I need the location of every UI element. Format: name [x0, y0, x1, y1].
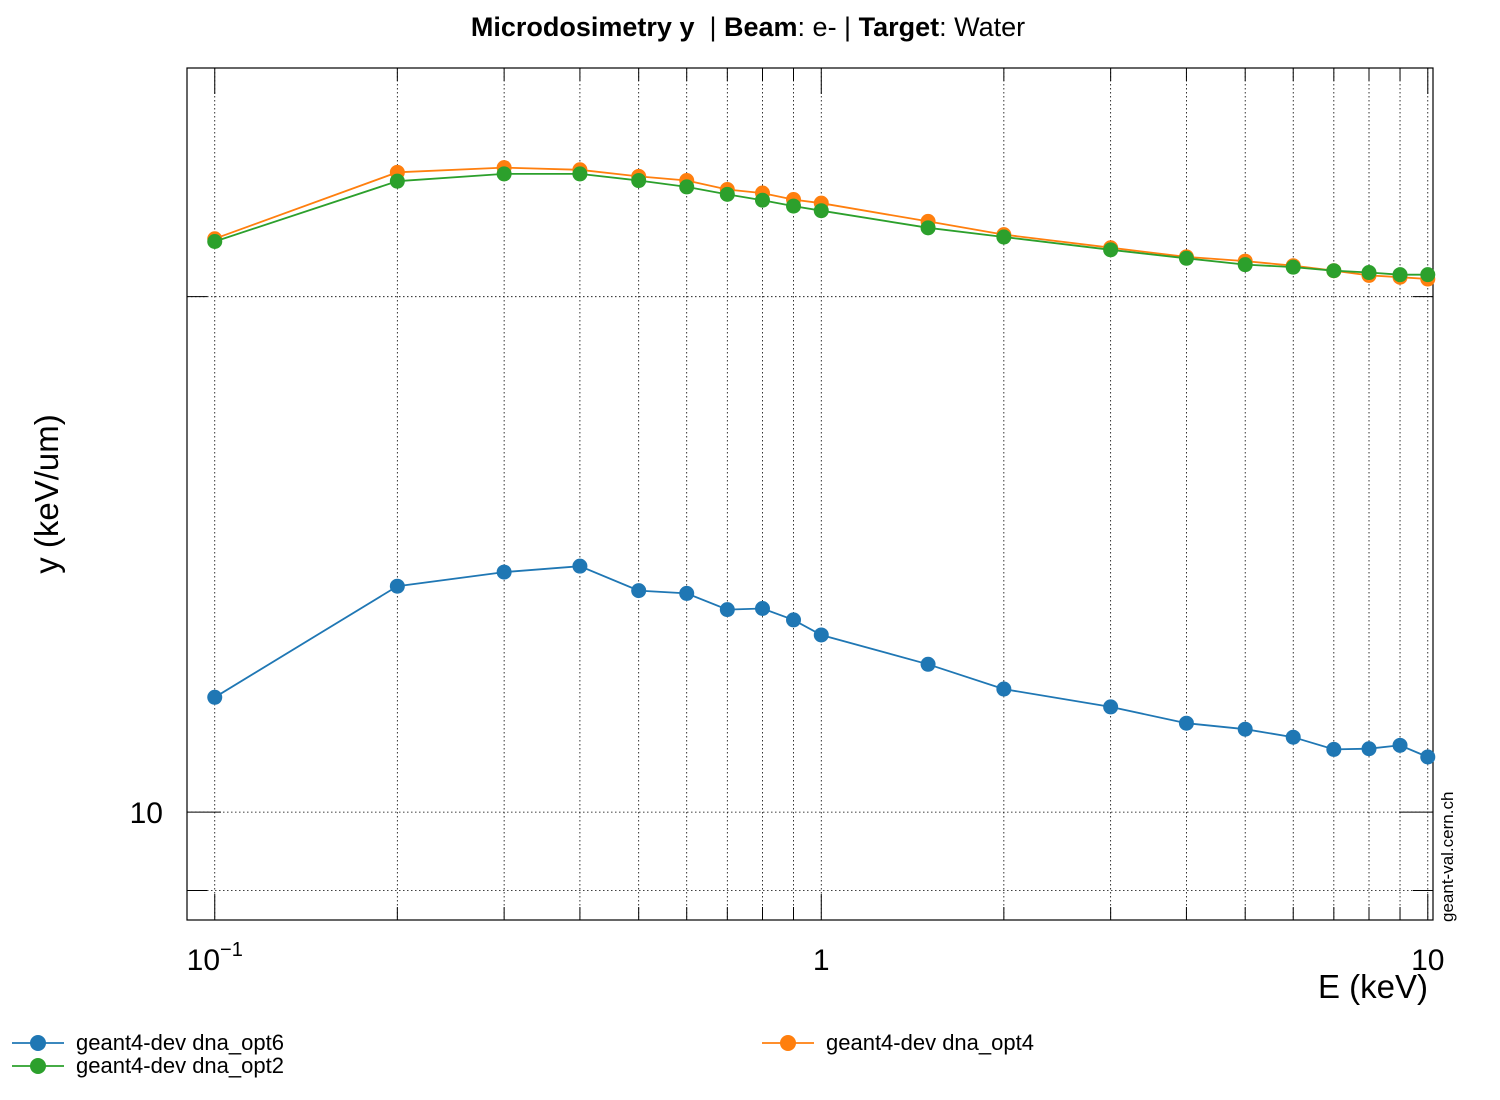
- data-point: [1178, 715, 1194, 731]
- data-point: [996, 681, 1012, 697]
- title-part-3: : e- |: [798, 12, 859, 42]
- data-point: [389, 578, 405, 594]
- series-geant4-dev-dna-opt2: [207, 166, 1436, 283]
- data-point: [1103, 242, 1119, 258]
- data-point: [786, 612, 802, 628]
- legend-item: geant4-dev dna_opt6: [12, 1030, 284, 1055]
- data-point: [1326, 741, 1342, 757]
- data-point: [1392, 737, 1408, 753]
- data-point: [207, 689, 223, 705]
- x-tick-label-base: 10: [187, 944, 220, 977]
- data-point: [572, 558, 588, 574]
- data-point: [389, 173, 405, 189]
- data-point: [631, 173, 647, 189]
- title-part-4: Target: [859, 12, 940, 42]
- data-point: [1237, 721, 1253, 737]
- data-point: [679, 585, 695, 601]
- data-point: [1420, 749, 1436, 765]
- data-point: [786, 198, 802, 214]
- x-axis-title: E (keV): [1318, 968, 1428, 1005]
- data-point: [496, 564, 512, 580]
- legend-item: geant4-dev dna_opt2: [12, 1053, 284, 1078]
- series-geant4-dev-dna-opt6: [207, 558, 1436, 765]
- title-part-0: Microdosimetry y: [471, 12, 702, 42]
- data-point: [631, 583, 647, 599]
- data-point: [207, 234, 223, 250]
- legend-marker: [780, 1035, 796, 1051]
- x-tick-label-base: 1: [813, 944, 830, 977]
- legend-marker: [30, 1035, 46, 1051]
- data-point: [1326, 263, 1342, 279]
- data-point: [996, 229, 1012, 245]
- y-axis-title: y (keV/um): [28, 414, 65, 574]
- legend-item: geant4-dev dna_opt4: [762, 1030, 1034, 1055]
- data-point: [1237, 257, 1253, 273]
- data-point: [1178, 250, 1194, 266]
- legend-label: geant4-dev dna_opt2: [76, 1053, 284, 1078]
- data-point: [679, 179, 695, 195]
- legend-label: geant4-dev dna_opt4: [826, 1030, 1034, 1055]
- series-layer: [207, 160, 1436, 765]
- axis-ticks: [187, 68, 1433, 920]
- data-point: [1361, 265, 1377, 281]
- data-point: [754, 601, 770, 617]
- data-point: [1420, 267, 1436, 283]
- data-point: [1392, 267, 1408, 283]
- data-point: [496, 166, 512, 182]
- plot-frame: [186, 67, 1434, 921]
- data-point: [719, 186, 735, 202]
- x-tick-label-exponent: −1: [220, 939, 243, 961]
- title-part-2: Beam: [724, 12, 798, 42]
- y-tick-labels: 10: [130, 797, 163, 830]
- x-tick-label: 10−1: [187, 939, 243, 977]
- title-part-5: : Water: [939, 12, 1025, 42]
- x-tick-label: 1: [813, 944, 830, 977]
- x-tick-label: 10: [1411, 944, 1444, 977]
- watermark-text: geant-val.cern.ch: [1438, 792, 1457, 922]
- data-point: [920, 220, 936, 236]
- data-point: [754, 192, 770, 208]
- x-tick-label-base: 10: [1411, 944, 1444, 977]
- data-point: [572, 166, 588, 182]
- data-point: [1285, 729, 1301, 745]
- data-point: [719, 602, 735, 618]
- grid: [187, 68, 1433, 920]
- data-point: [1285, 259, 1301, 275]
- data-point: [1361, 741, 1377, 757]
- data-point: [813, 627, 829, 643]
- title-part-1: |: [702, 12, 724, 42]
- data-point: [1103, 699, 1119, 715]
- y-tick-label: 10: [130, 797, 163, 830]
- chart-title: Microdosimetry y | Beam: e- | Target: Wa…: [471, 12, 1025, 42]
- data-point: [920, 656, 936, 672]
- legend-label: geant4-dev dna_opt6: [76, 1030, 284, 1055]
- legend-marker: [30, 1058, 46, 1074]
- x-tick-labels: 10−1 1 10: [187, 939, 1445, 977]
- data-point: [813, 203, 829, 219]
